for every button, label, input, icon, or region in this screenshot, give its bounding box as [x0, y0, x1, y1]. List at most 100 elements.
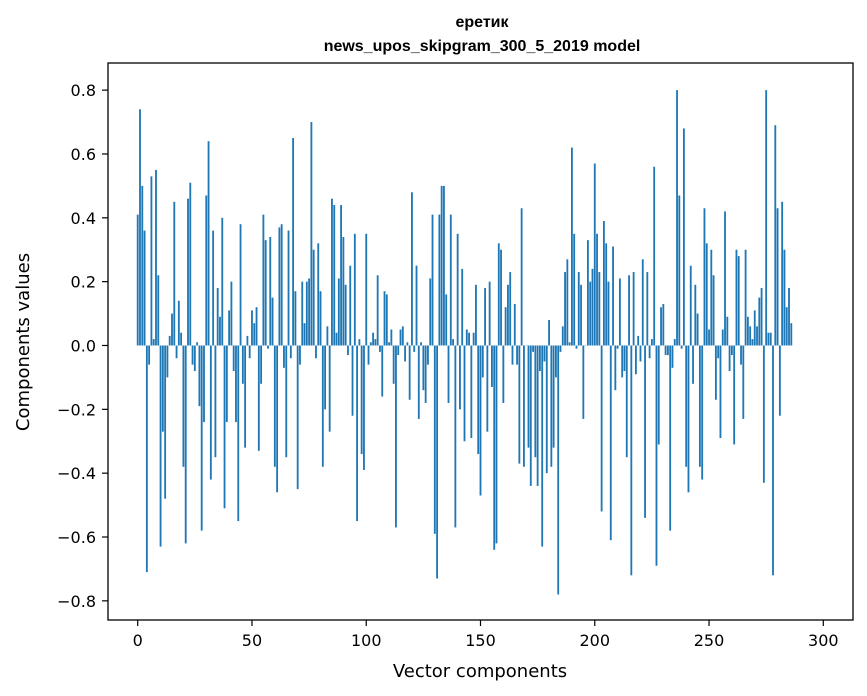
bar-36: [219, 316, 221, 346]
y-axis-label: Components values: [13, 253, 34, 431]
bar-7: [152, 339, 155, 346]
x-tick-label: 0: [133, 631, 143, 650]
bar-242: [689, 265, 692, 346]
bar-19: [180, 332, 183, 346]
bar-252: [712, 275, 715, 346]
bar-162: [507, 284, 509, 346]
bar-23: [189, 182, 192, 346]
bar-93: [349, 265, 352, 346]
bar-1: [139, 109, 141, 346]
bar-280: [776, 208, 779, 346]
x-tick-label: 300: [808, 631, 839, 650]
bar-255: [719, 345, 722, 439]
bar-261: [733, 345, 736, 445]
bar-114: [397, 345, 400, 356]
bar-46: [241, 345, 244, 384]
bar-88: [337, 278, 340, 346]
bar-279: [774, 125, 777, 346]
bar-25: [193, 345, 196, 372]
bar-206: [607, 281, 610, 346]
y-tick-label: 0.6: [71, 145, 96, 164]
bar-227: [655, 345, 658, 566]
bar-229: [660, 307, 662, 346]
bar-26: [196, 342, 199, 346]
bar-34: [214, 345, 217, 458]
bar-10: [159, 345, 162, 547]
bar-212: [621, 345, 624, 378]
bar-253: [714, 345, 717, 400]
bar-233: [669, 345, 672, 531]
x-tick-label: 100: [351, 631, 382, 650]
bar-90: [342, 236, 345, 346]
bar-243: [692, 345, 694, 384]
bar-128: [429, 278, 432, 346]
bar-222: [644, 345, 646, 518]
bar-116: [401, 326, 404, 346]
bar-109: [385, 294, 388, 346]
bar-269: [751, 339, 754, 346]
bar-142: [461, 268, 464, 346]
bar-31: [207, 141, 210, 346]
bar-8: [155, 169, 157, 346]
bar-263: [737, 256, 740, 346]
x-tick-label: 200: [579, 631, 610, 650]
bar-244: [694, 284, 697, 346]
bar-67: [289, 345, 292, 359]
bar-180: [548, 319, 550, 346]
bar-18: [177, 300, 180, 346]
bar-137: [449, 214, 452, 346]
bar-155: [491, 345, 493, 387]
bar-41: [230, 281, 233, 346]
bar-161: [504, 307, 507, 346]
bar-160: [502, 345, 505, 403]
bar-230: [662, 303, 665, 346]
bar-82: [324, 345, 327, 410]
bar-175: [536, 345, 539, 486]
bar-228: [657, 345, 660, 445]
bar-254: [717, 345, 720, 359]
bar-138: [452, 339, 454, 346]
bar-226: [653, 166, 656, 346]
bar-221: [641, 259, 644, 346]
bar-102: [369, 342, 372, 346]
bar-127: [427, 345, 429, 365]
bar-50: [251, 310, 253, 346]
bar-193: [577, 272, 580, 346]
bar-164: [511, 345, 514, 365]
bar-190: [571, 147, 573, 346]
bar-194: [580, 284, 582, 346]
bar-251: [710, 249, 713, 346]
bar-185: [559, 345, 562, 352]
bar-131: [436, 345, 438, 579]
bar-29: [203, 345, 205, 423]
bar-78: [315, 345, 317, 359]
bar-58: [269, 236, 272, 346]
bar-247: [701, 345, 704, 480]
bar-111: [390, 329, 393, 346]
bar-85: [331, 198, 333, 346]
bar-275: [765, 90, 768, 346]
y-tick-label: 0.8: [71, 81, 96, 100]
bar-282: [781, 201, 784, 346]
bar-48: [246, 335, 249, 346]
bar-285: [788, 288, 790, 346]
bar-283: [783, 249, 786, 346]
bar-240: [685, 345, 688, 467]
bar-80: [319, 291, 322, 346]
bar-218: [634, 345, 637, 375]
bar-94: [351, 345, 354, 416]
bar-106: [379, 345, 381, 352]
bar-276: [767, 332, 770, 346]
bar-156: [493, 345, 496, 550]
bar-147: [472, 332, 475, 346]
bar-126: [424, 345, 427, 403]
bar-186: [561, 326, 564, 346]
bar-2: [141, 185, 144, 346]
bar-189: [568, 342, 571, 346]
bar-191: [573, 233, 576, 346]
bar-56: [264, 240, 267, 346]
bar-51: [253, 323, 256, 346]
bar-14: [168, 335, 171, 346]
bar-33: [212, 230, 215, 346]
bar-129: [431, 214, 434, 346]
